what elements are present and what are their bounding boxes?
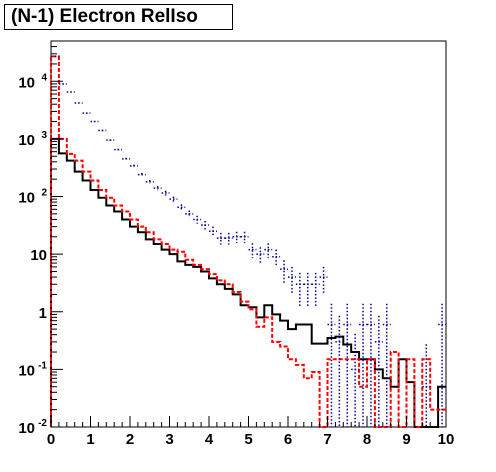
chart-title: (N-1) Electron RelIso xyxy=(4,4,233,30)
y-tick-exponent: 3 xyxy=(41,130,47,141)
x-tick-label: 2 xyxy=(126,431,134,448)
y-tick-exponent: 2 xyxy=(41,188,47,199)
x-tick-label: 8 xyxy=(363,431,371,448)
y-tick-label: 10 xyxy=(18,74,35,91)
x-tick-label: 6 xyxy=(284,431,292,448)
y-tick-exponent: -1 xyxy=(38,360,47,371)
series-1-histogram xyxy=(50,137,446,428)
y-tick-label: 10 xyxy=(18,132,35,149)
x-tick-label: 10 xyxy=(438,431,455,448)
x-tick-label: 0 xyxy=(47,431,55,448)
y-tick-exponent: 4 xyxy=(41,72,47,83)
x-tick-label: 3 xyxy=(165,431,173,448)
series-layer xyxy=(50,55,446,428)
x-tick-label: 4 xyxy=(205,431,214,448)
y-tick-label: 10 xyxy=(18,420,35,437)
y-tick-label: 10 xyxy=(18,190,35,207)
x-tick-label: 1 xyxy=(86,431,94,448)
y-tick-exponent: -2 xyxy=(38,418,47,429)
x-tick-label: 5 xyxy=(244,431,252,448)
series-2-histogram xyxy=(50,55,446,428)
y-tick-label: 10 xyxy=(30,247,47,264)
y-tick-label: 10 xyxy=(18,362,35,379)
y-tick-label: 1 xyxy=(39,305,47,322)
plot-frame xyxy=(50,40,447,428)
x-tick-label: 9 xyxy=(402,431,410,448)
x-tick-label: 7 xyxy=(323,431,331,448)
